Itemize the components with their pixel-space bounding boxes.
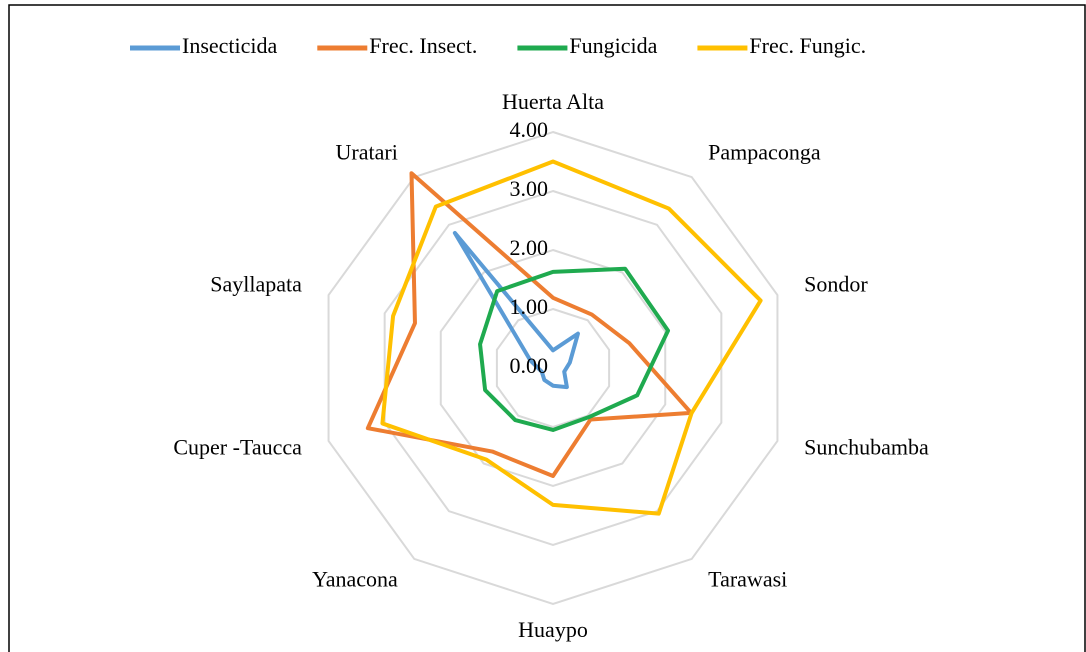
category-label: Sondor (804, 271, 868, 296)
series-line (478, 266, 671, 432)
tick-label: 4.00 (510, 117, 549, 142)
category-label: Pampaconga (708, 139, 821, 164)
tick-label: 0.00 (510, 353, 549, 378)
legend-label: Frec. Insect. (369, 33, 477, 58)
category-label: Tarawasi (708, 567, 787, 592)
legend-label: Fungicida (569, 33, 657, 58)
tick-label: 3.00 (510, 176, 549, 201)
category-label: Huerta Alta (502, 89, 604, 114)
legend-label: Frec. Fungic. (749, 33, 866, 58)
series-line (452, 230, 580, 390)
grid-ring (383, 189, 723, 547)
category-label: Cuper -Taucca (173, 435, 302, 460)
grid-ring (327, 130, 779, 606)
legend-label: Insecticida (182, 33, 278, 58)
tick-label: 1.00 (510, 294, 549, 319)
category-label: Uratari (336, 139, 398, 164)
category-label: Sayllapata (210, 271, 302, 296)
series-line (380, 159, 763, 516)
grid-ring (439, 248, 667, 488)
category-label: Yanacona (312, 567, 398, 592)
frame (8, 4, 1086, 652)
category-label: Huaypo (518, 617, 588, 642)
category-label: Sunchubamba (804, 435, 929, 460)
tick-label: 2.00 (510, 235, 549, 260)
grid-ring (495, 307, 611, 429)
series-line (365, 171, 694, 478)
